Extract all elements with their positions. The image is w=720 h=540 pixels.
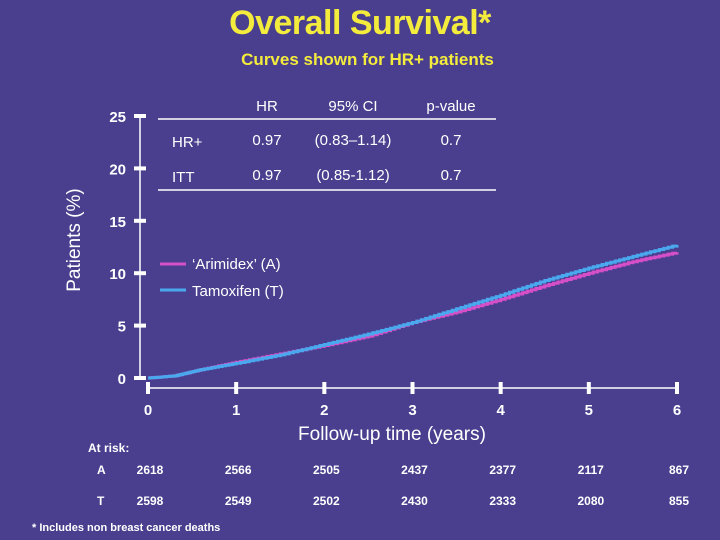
y-axis-title: Patients (%) [64, 188, 85, 291]
x-tick-label: 5 [585, 402, 593, 419]
hr-row-hr: 0.97 [252, 132, 281, 149]
at-risk-arm-t: T [97, 494, 105, 508]
y-tick-label: 20 [109, 161, 126, 178]
hr-header-p: p-value [426, 98, 475, 115]
x-axis-title: Follow-up time (years) [298, 424, 486, 445]
y-tick-label: 10 [109, 266, 126, 283]
x-tick-label: 6 [673, 402, 681, 419]
hr-table: HR 95% CI p-value HR+ 0.97 (0.83–1.14) 0… [158, 98, 496, 191]
at-risk-value: 2598 [137, 494, 164, 508]
series-line-tamoxifen [148, 244, 679, 380]
at-risk-value: 2377 [489, 463, 516, 477]
at-risk-value: 2566 [225, 463, 252, 477]
at-risk-value: 2430 [401, 494, 428, 508]
axes: 0 5 10 15 20 25 0 1 2 3 4 5 6 [109, 109, 681, 419]
x-tick-label: 2 [320, 402, 328, 419]
hr-row-hr: 0.97 [252, 167, 281, 184]
legend-label-tamoxifen: Tamoxifen (T) [192, 283, 284, 300]
series-layer [148, 244, 679, 380]
at-risk-values: 2618 2566 2505 2437 2377 2117 867 2598 2549 2502 2… [137, 463, 690, 508]
hr-row-label: HR+ [172, 134, 203, 151]
chart-subtitle: Curves shown for HR+ patients [241, 50, 494, 69]
at-risk-value: 2333 [489, 494, 516, 508]
hr-row-p: 0.7 [441, 167, 462, 184]
at-risk-value: 867 [669, 463, 689, 477]
hr-row-ci: (0.85-1.12) [316, 167, 389, 184]
at-risk-value: 2505 [313, 463, 340, 477]
x-tick-label: 4 [496, 402, 505, 419]
hr-header-hr: HR [256, 98, 278, 115]
at-risk-value: 2618 [137, 463, 164, 477]
at-risk-value: 2502 [313, 494, 340, 508]
hr-header-ci: 95% CI [328, 98, 377, 115]
y-tick-label: 25 [109, 109, 126, 126]
footnote: * Includes non breast cancer deaths [32, 522, 221, 534]
at-risk-label: At risk: [88, 441, 129, 455]
hr-row-p: 0.7 [441, 132, 462, 149]
y-tick-label: 0 [118, 371, 126, 388]
x-tick-label: 1 [232, 402, 240, 419]
at-risk-value: 2549 [225, 494, 252, 508]
y-tick-label: 15 [109, 214, 126, 231]
at-risk-arm-a: A [97, 463, 106, 477]
hr-row-ci: (0.83–1.14) [315, 132, 392, 149]
hr-row-label: ITT [172, 169, 195, 186]
at-risk-value: 2437 [401, 463, 428, 477]
y-tick-label: 5 [118, 319, 126, 336]
chart-title: Overall Survival* [229, 4, 491, 42]
at-risk-value: 855 [669, 494, 689, 508]
legend-label-arimidex: ‘Arimidex’ (A) [192, 256, 281, 273]
x-tick-label: 3 [408, 402, 416, 419]
at-risk-table: At risk: A T 2618 2566 2505 2437 2377 2117 867… [88, 441, 689, 508]
at-risk-value: 2117 [578, 463, 604, 477]
at-risk-value: 2080 [577, 494, 604, 508]
x-tick-label: 0 [144, 402, 152, 419]
legend: ‘Arimidex’ (A) Tamoxifen (T) [160, 256, 284, 300]
